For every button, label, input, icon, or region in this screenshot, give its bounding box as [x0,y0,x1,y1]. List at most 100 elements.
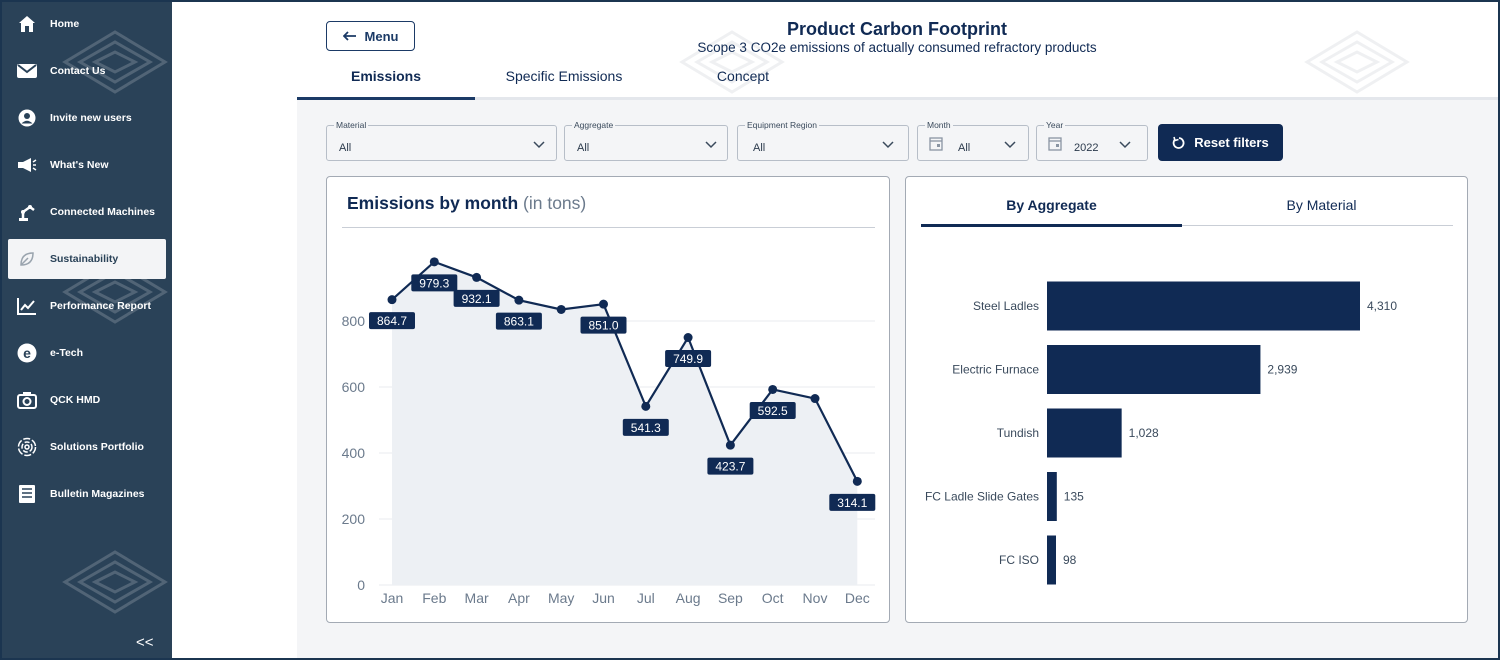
sidebar-item-label: Connected Machines [50,206,156,218]
aggregate-bar-chart: Steel Ladles 4,310 Electric Furnace 2,939 Tu… [925,281,1397,585]
tab-by-aggregate[interactable]: By Aggregate [1006,197,1097,213]
tab-concept[interactable]: Concept [716,68,770,84]
sidebar-item-label: Bulletin Magazines [50,488,145,500]
sidebar-item-sustainability[interactable]: Sustainability [8,239,166,279]
main-area: Menu Product Carbon Footprint Scope 3 CO… [172,2,1498,658]
menu-button[interactable]: Menu [326,21,415,51]
sidebar-item-invite-users[interactable]: Invite new users [8,98,166,138]
sidebar: Home Contact Us Invite new users What's … [2,2,172,658]
reset-filters-button[interactable]: Reset filters [1158,124,1283,161]
series-line [391,260,859,482]
material-filter[interactable]: Material All [326,120,557,161]
data-label: 749.9 [673,352,703,366]
calendar-icon [1048,137,1062,151]
tab-emissions[interactable]: Emissions [350,68,422,84]
sidebar-item-bulletin-magazines[interactable]: Bulletin Magazines [8,474,166,514]
menu-button-label: Menu [364,28,399,44]
sidebar-item-label: What's New [50,159,109,171]
fingerprint-icon [14,434,40,460]
data-point [429,257,439,267]
aggregate-filter[interactable]: Aggregate All [564,120,728,161]
data-label-box [453,289,500,307]
active-tab-indicator [297,97,475,100]
chevron-down-icon [1119,141,1131,149]
decorative-pattern-icon [62,30,168,94]
sidebar-item-e-tech[interactable]: e e-Tech [8,333,166,373]
x-tick-label: Jan [381,590,404,606]
trend-chart-icon [14,293,40,319]
collapse-sidebar-button[interactable]: << [136,634,154,651]
x-tick-label: Sep [718,590,743,606]
chevron-down-icon [533,141,545,149]
bar-value-label: 4,310 [1367,299,1397,313]
x-tick-label: Nov [803,590,828,606]
sidebar-item-label: Solutions Portfolio [50,441,144,453]
bar-value-label: 135 [1064,490,1084,504]
filter-value: All [753,142,766,154]
data-label-box [580,316,627,334]
data-point [641,401,651,411]
data-label-box [707,457,754,475]
y-tick-label: 200 [342,511,366,527]
user-icon [14,105,40,131]
chart-unit: (in tons) [523,193,587,213]
x-tick-label: Aug [676,590,701,606]
decorative-pattern-icon [679,30,785,94]
data-label-box [829,493,876,511]
chevron-down-icon [705,141,717,149]
x-tick-label: Oct [762,590,784,606]
bar-category-label: FC Ladle Slide Gates [925,490,1039,504]
chart-title-text: Emissions by month [347,193,519,213]
data-label: 851.0 [588,319,618,333]
page-title: Product Carbon Footprint [787,19,1007,39]
tab-specific-emissions[interactable]: Specific Emissions [505,68,623,84]
filter-label: Material [334,120,369,130]
sidebar-item-label: Home [50,18,80,30]
data-label-box [411,274,458,292]
sidebar-item-contact-us[interactable]: Contact Us [8,51,166,91]
x-tick-label: Apr [508,590,530,606]
data-label: 592.5 [758,404,788,418]
data-label-box [665,350,712,368]
month-filter[interactable]: Month All [917,120,1029,161]
data-point [725,440,735,450]
chevron-down-icon [882,141,894,149]
data-label: 423.7 [715,460,745,474]
reset-filters-label: Reset filters [1194,135,1269,150]
data-point [810,394,820,404]
page-subtitle: Scope 3 CO2e emissions of actually consu… [697,40,1097,55]
svg-text:e: e [23,345,31,361]
filter-value: All [958,142,971,154]
chart-title: Emissions by month (in tons) [347,193,586,214]
bar-value-label: 2,939 [1267,363,1297,377]
sidebar-item-home[interactable]: Home [8,4,166,44]
divider [921,225,1453,226]
sidebar-item-qck-hmd[interactable]: QCK HMD [8,380,166,420]
e-tech-icon: e [14,340,40,366]
x-tick-label: May [548,590,574,606]
data-point [768,384,778,394]
sidebar-item-solutions-portfolio[interactable]: Solutions Portfolio [8,427,166,467]
reset-icon [1172,136,1185,149]
year-filter[interactable]: Year 2022 [1036,120,1148,161]
y-tick-label: 0 [357,577,365,593]
data-label: 979.3 [419,276,449,290]
x-tick-label: Feb [422,590,446,606]
bar [1047,345,1261,394]
tab-by-material[interactable]: By Material [1286,197,1357,213]
equipment-region-filter[interactable]: Equipment Region All [737,120,909,161]
leaf-icon [14,246,40,272]
sidebar-item-label: Contact Us [50,65,106,77]
sidebar-item-whats-new[interactable]: What's New [8,145,166,185]
bar-category-label: Tundish [997,426,1039,440]
sidebar-item-performance-report[interactable]: Performance Report [8,286,166,326]
y-tick-label: 600 [342,379,366,395]
sidebar-item-connected-machines[interactable]: Connected Machines [8,192,166,232]
robot-arm-icon [14,199,40,225]
sidebar-item-label: e-Tech [50,347,84,359]
data-label-box [495,312,542,330]
sidebar-item-label: Performance Report [50,300,151,312]
x-tick-label: Jun [592,590,615,606]
data-point [683,333,693,343]
decorative-pattern-icon [62,550,168,614]
